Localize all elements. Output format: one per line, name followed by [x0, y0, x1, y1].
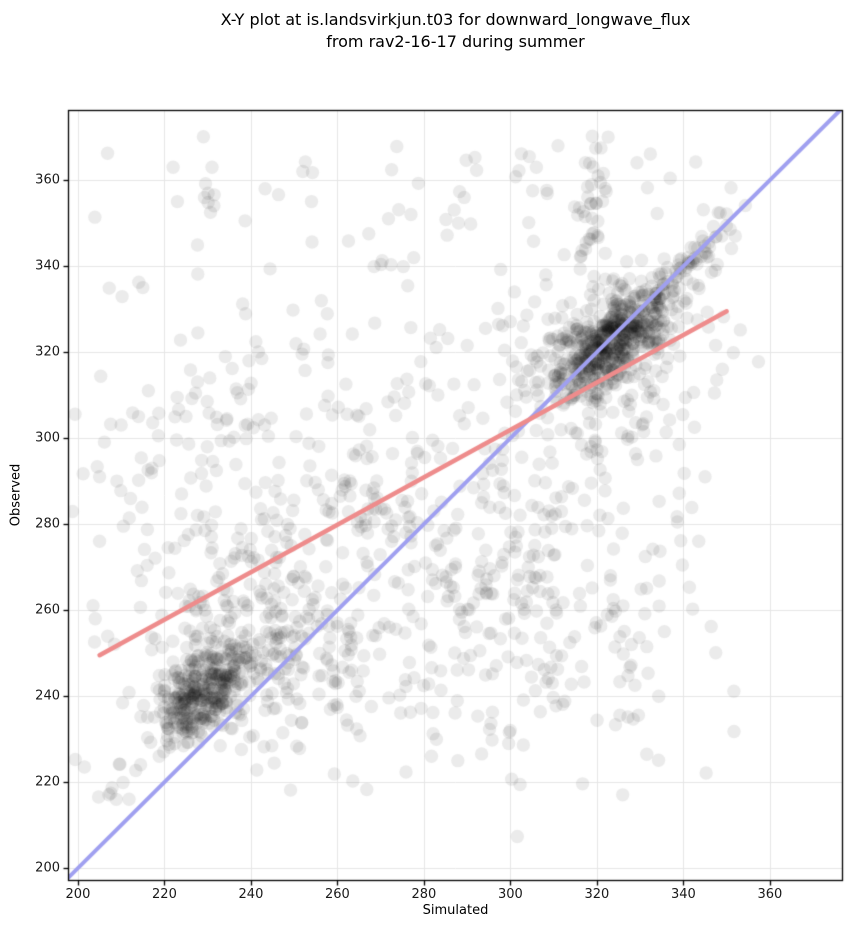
chart-title-line1: X-Y plot at is.landsvirkjun.t03 for down… — [220, 10, 691, 29]
y-tick-label: 360 — [35, 172, 60, 188]
y-tick-label: 340 — [35, 258, 60, 274]
y-tick-label: 300 — [35, 430, 60, 446]
y-tick-label: 240 — [35, 688, 60, 704]
x-tick-label: 260 — [325, 887, 350, 902]
y-tick-label: 320 — [35, 344, 60, 360]
x-tick-label: 340 — [670, 887, 696, 902]
x-tick-label: 300 — [498, 887, 523, 902]
x-tick-label: 280 — [411, 887, 437, 902]
chart-title: X-Y plot at is.landsvirkjun.t03 for down… — [68, 9, 843, 53]
y-tick-label: 260 — [35, 602, 60, 618]
x-tick-label: 240 — [238, 887, 264, 902]
y-axis-label: Observed — [8, 463, 24, 527]
x-tick-label: 320 — [584, 887, 610, 902]
y-tick-label: 220 — [35, 774, 60, 790]
x-axis-label: Simulated — [422, 903, 489, 918]
x-tick-label: 220 — [152, 887, 177, 902]
y-tick-label: 280 — [35, 516, 60, 532]
x-tick-label: 200 — [65, 887, 91, 902]
x-tick-label: 360 — [757, 887, 783, 902]
chart-title-line2: from rav2-16-17 during summer — [326, 32, 585, 51]
y-tick-label: 200 — [35, 860, 60, 876]
